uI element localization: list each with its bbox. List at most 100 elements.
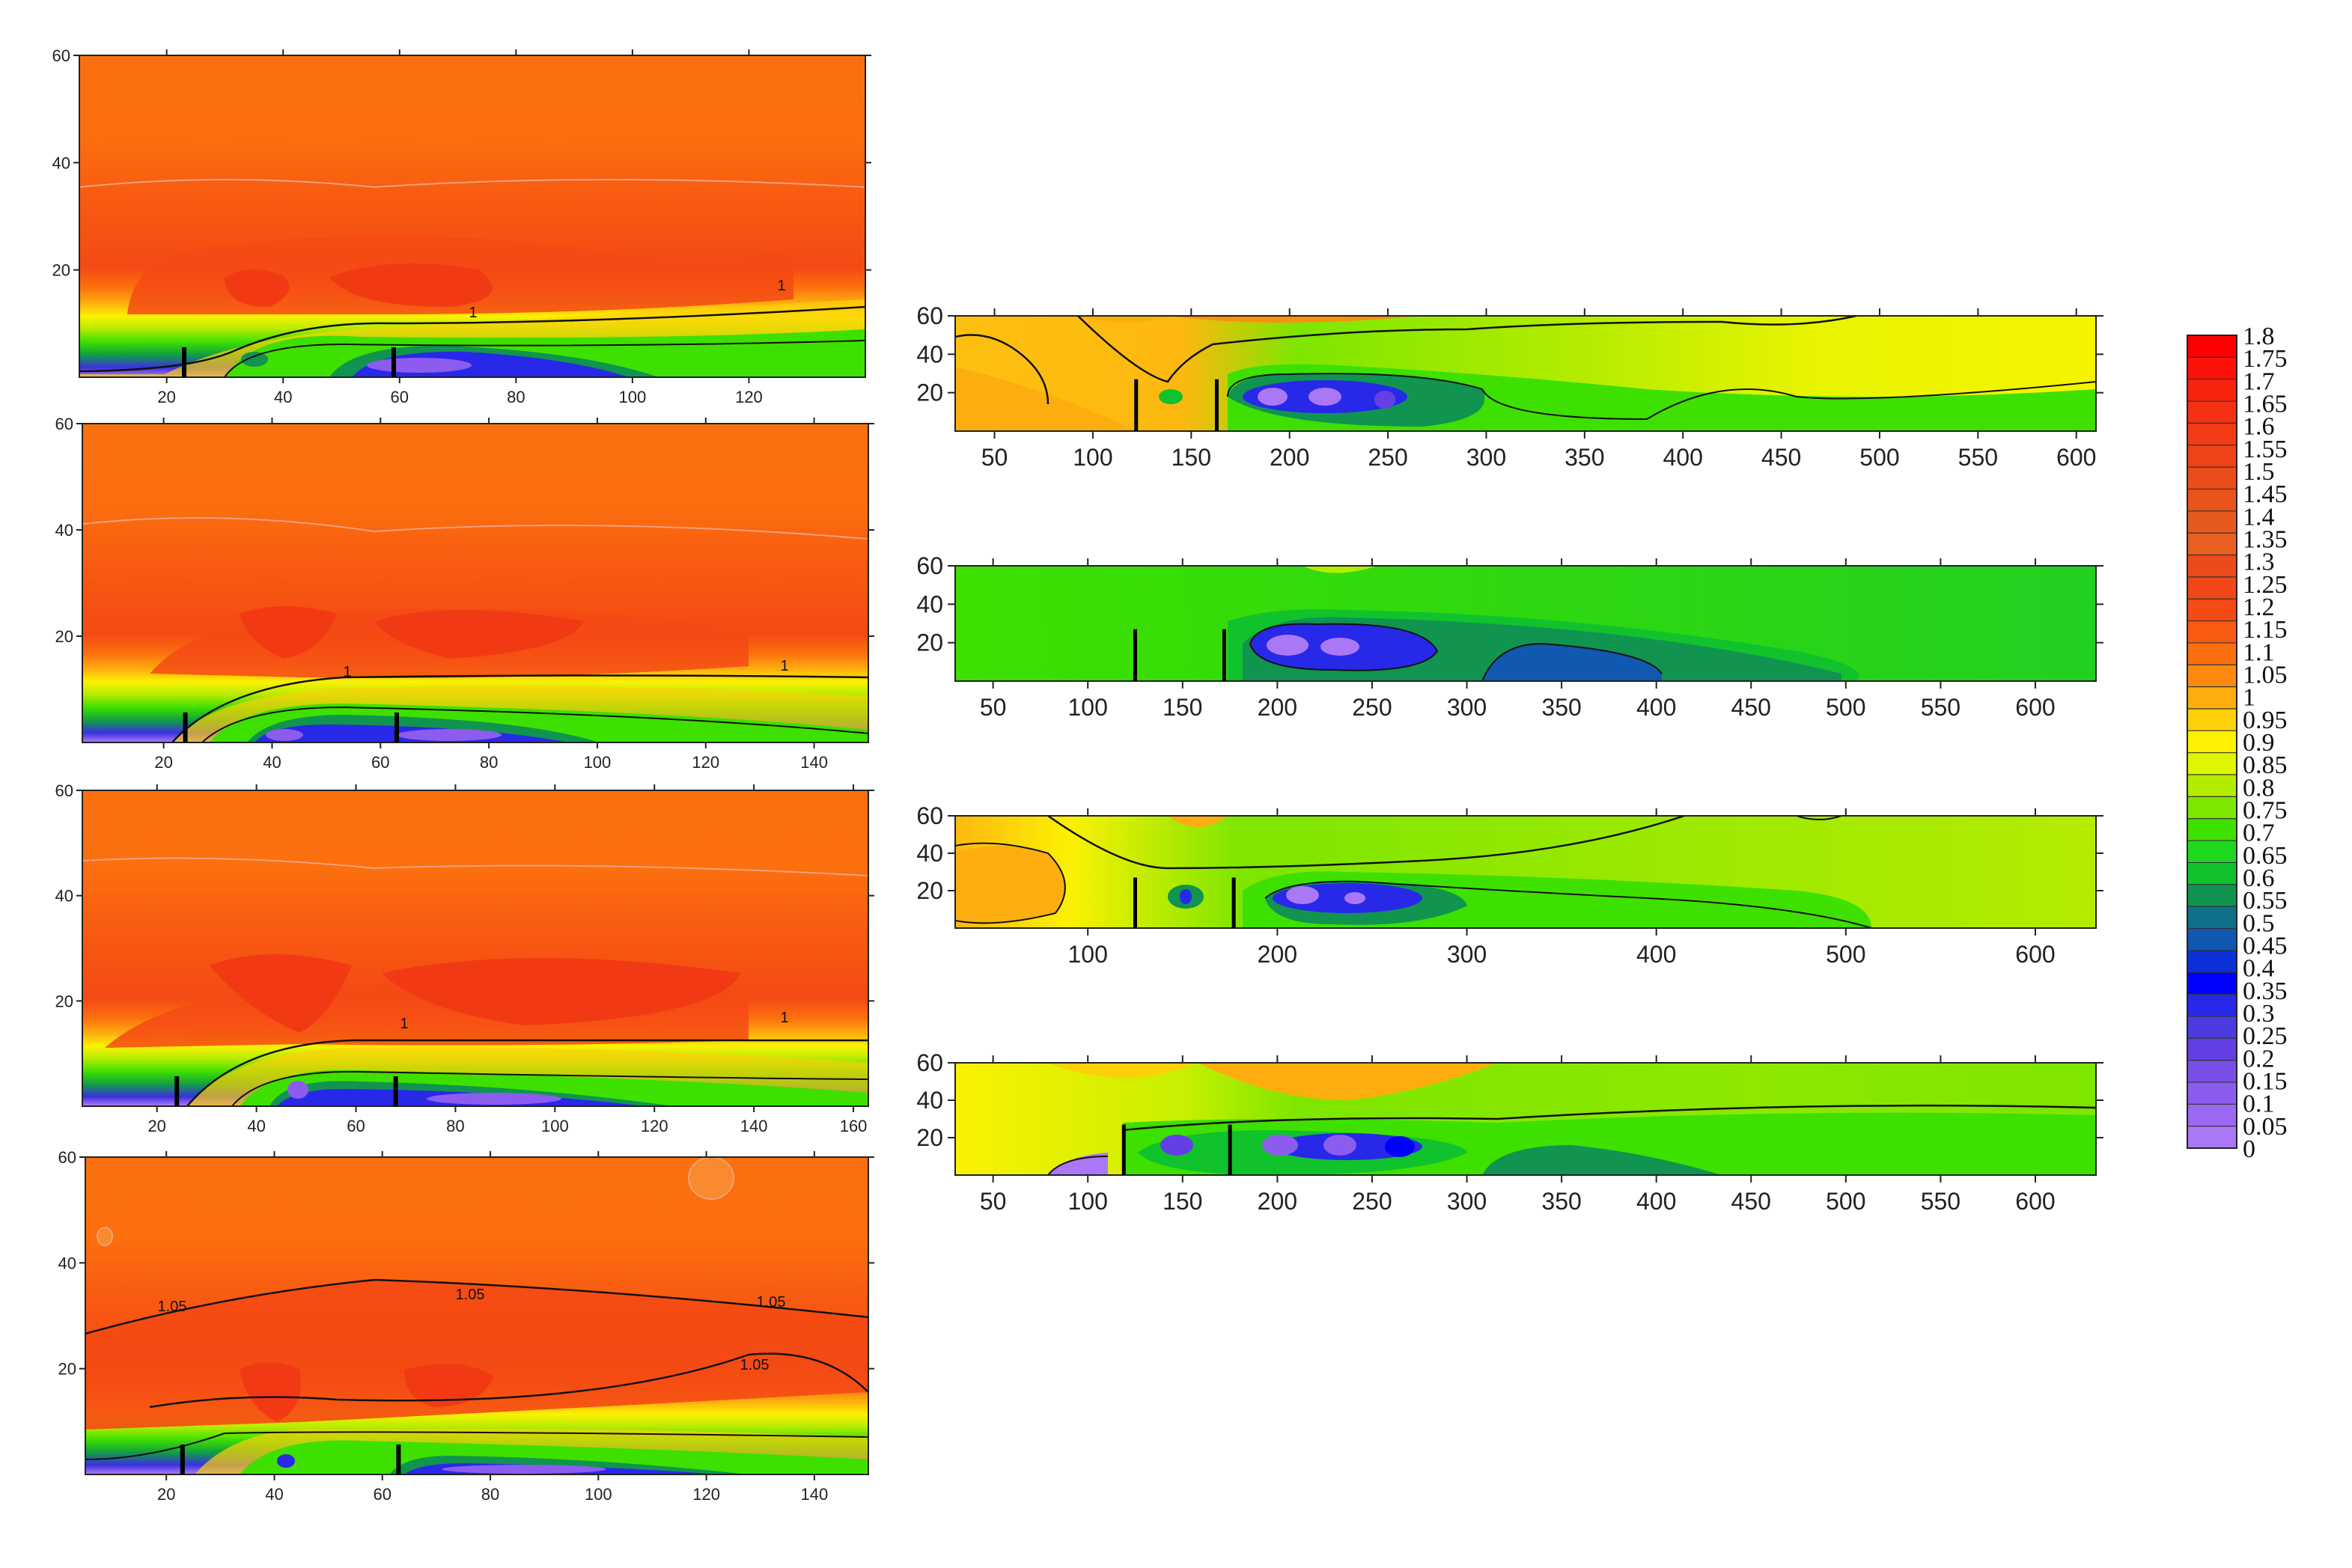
- y-tick-label: 40: [55, 887, 73, 906]
- colorbar-segment: [2187, 357, 2237, 380]
- y-tick-label: 60: [916, 302, 943, 329]
- y-tick-label: 40: [916, 591, 943, 617]
- colorbar-label: 1.1: [2243, 638, 2275, 666]
- x-tick-label: 60: [391, 388, 409, 406]
- colorbar-segment: [2187, 818, 2237, 841]
- x-tick-label: 100: [541, 1117, 569, 1135]
- colorbar-label: 1.7: [2243, 367, 2275, 395]
- x-tick-label: 40: [274, 388, 292, 406]
- contour-label: 1: [469, 305, 477, 321]
- x-tick-label: 550: [1921, 1188, 1960, 1215]
- y-tick-label: 20: [916, 1124, 943, 1151]
- colorbar-segment: [2187, 950, 2237, 973]
- y-tick-label: 60: [916, 552, 943, 579]
- colorbar-segment: [2187, 994, 2237, 1017]
- x-tick-label: 400: [1636, 1188, 1676, 1215]
- y-tick-label: 20: [916, 877, 943, 904]
- x-tick-label: 400: [1663, 444, 1703, 471]
- frame-R3: [954, 815, 2097, 929]
- colorbar-label: 1.75: [2243, 345, 2288, 373]
- colorbar-label: 0.45: [2243, 933, 2288, 960]
- x-tick-label: 350: [1541, 1188, 1581, 1215]
- colorbar-segment: [2187, 708, 2237, 731]
- x-tick-label: 200: [1258, 694, 1297, 721]
- colorbar-segment: [2187, 599, 2237, 622]
- y-tick-label: 60: [55, 781, 73, 800]
- colorbar-segment: [2187, 379, 2237, 402]
- panel-R4: [955, 1063, 2096, 1175]
- panel-R3: [955, 816, 2096, 928]
- colorbar-label: 1.4: [2243, 503, 2275, 531]
- panel-L2: [82, 424, 868, 742]
- frame-L2: [82, 423, 869, 743]
- colorbar-segment: [2187, 686, 2237, 710]
- colorbar-label: 0.35: [2243, 977, 2288, 1005]
- x-tick-label: 50: [981, 444, 1008, 471]
- colorbar-label: 0.5: [2243, 909, 2275, 937]
- contour-label: 1: [400, 1016, 408, 1032]
- x-tick-label: 80: [481, 1485, 499, 1504]
- x-tick-label: 350: [1565, 444, 1604, 471]
- x-tick-label: 500: [1826, 1188, 1865, 1215]
- colorbar-label: 0.3: [2243, 1000, 2275, 1028]
- colorbar-segment: [2187, 489, 2237, 512]
- colorbar-segment: [2187, 1016, 2237, 1039]
- colorbar-segment: [2187, 1038, 2237, 1061]
- colorbar-segment: [2187, 928, 2237, 951]
- x-tick-label: 100: [1068, 941, 1108, 968]
- colorbar-label: 1.55: [2243, 436, 2288, 463]
- y-tick-label: 60: [916, 1049, 943, 1076]
- y-tick-label: 40: [916, 840, 943, 867]
- x-tick-label: 250: [1368, 444, 1407, 471]
- x-tick-label: 150: [1163, 1188, 1202, 1215]
- x-tick-label: 150: [1172, 444, 1211, 471]
- colorbar-label: 1.45: [2243, 481, 2288, 508]
- x-tick-label: 200: [1258, 941, 1297, 968]
- colorbar-label: 1: [2243, 684, 2255, 712]
- y-tick-label: 20: [55, 627, 73, 646]
- colorbar-segment: [2187, 1126, 2237, 1149]
- x-tick-label: 550: [1958, 444, 1998, 471]
- x-tick-label: 400: [1636, 694, 1676, 721]
- colorbar-segment: [2187, 841, 2237, 863]
- y-tick-label: 60: [58, 1148, 76, 1167]
- colorbar-segment: [2187, 642, 2237, 665]
- contour-label: 1: [777, 278, 785, 294]
- colorbar-label: 0.75: [2243, 797, 2288, 825]
- x-tick-label: 20: [154, 753, 172, 772]
- x-tick-label: 300: [1447, 694, 1487, 721]
- panel-L1: [79, 55, 865, 377]
- colorbar-label: 0.4: [2243, 955, 2275, 983]
- y-tick-label: 20: [916, 379, 943, 406]
- colorbar-segment: [2187, 796, 2237, 820]
- y-tick-label: 40: [916, 1087, 943, 1114]
- x-tick-label: 600: [2015, 941, 2055, 968]
- x-tick-label: 120: [735, 388, 763, 406]
- colorbar-label: 1.5: [2243, 458, 2275, 486]
- frame-L1: [79, 55, 866, 378]
- colorbar-label: 1.25: [2243, 571, 2288, 599]
- colorbar-label: 1.2: [2243, 594, 2275, 621]
- x-tick-label: 200: [1258, 1188, 1297, 1215]
- x-tick-label: 120: [692, 753, 719, 772]
- x-tick-label: 250: [1352, 694, 1392, 721]
- x-tick-label: 50: [980, 694, 1007, 721]
- colorbar-label: 0.05: [2243, 1113, 2288, 1141]
- x-tick-label: 350: [1541, 694, 1581, 721]
- colorbar-segment: [2187, 1082, 2237, 1105]
- colorbar-segment: [2187, 752, 2237, 775]
- x-tick-label: 120: [641, 1117, 668, 1135]
- x-tick-label: 200: [1270, 444, 1309, 471]
- x-tick-label: 140: [800, 753, 828, 772]
- x-tick-label: 160: [840, 1117, 868, 1135]
- y-tick-label: 20: [916, 629, 943, 656]
- y-tick-label: 40: [52, 153, 70, 172]
- frame-L3: [82, 790, 869, 1107]
- colorbar-label: 1.8: [2243, 323, 2275, 350]
- colorbar-segment: [2187, 862, 2237, 885]
- axes-R2: 50 100 150 200 250 300 350 400 450 500 550 600 20 40 6…: [916, 552, 2103, 721]
- x-tick-label: 100: [1073, 444, 1112, 471]
- panel-R1: [955, 316, 2096, 431]
- x-tick-label: 60: [371, 753, 389, 772]
- colorbar-label: 0.1: [2243, 1090, 2275, 1118]
